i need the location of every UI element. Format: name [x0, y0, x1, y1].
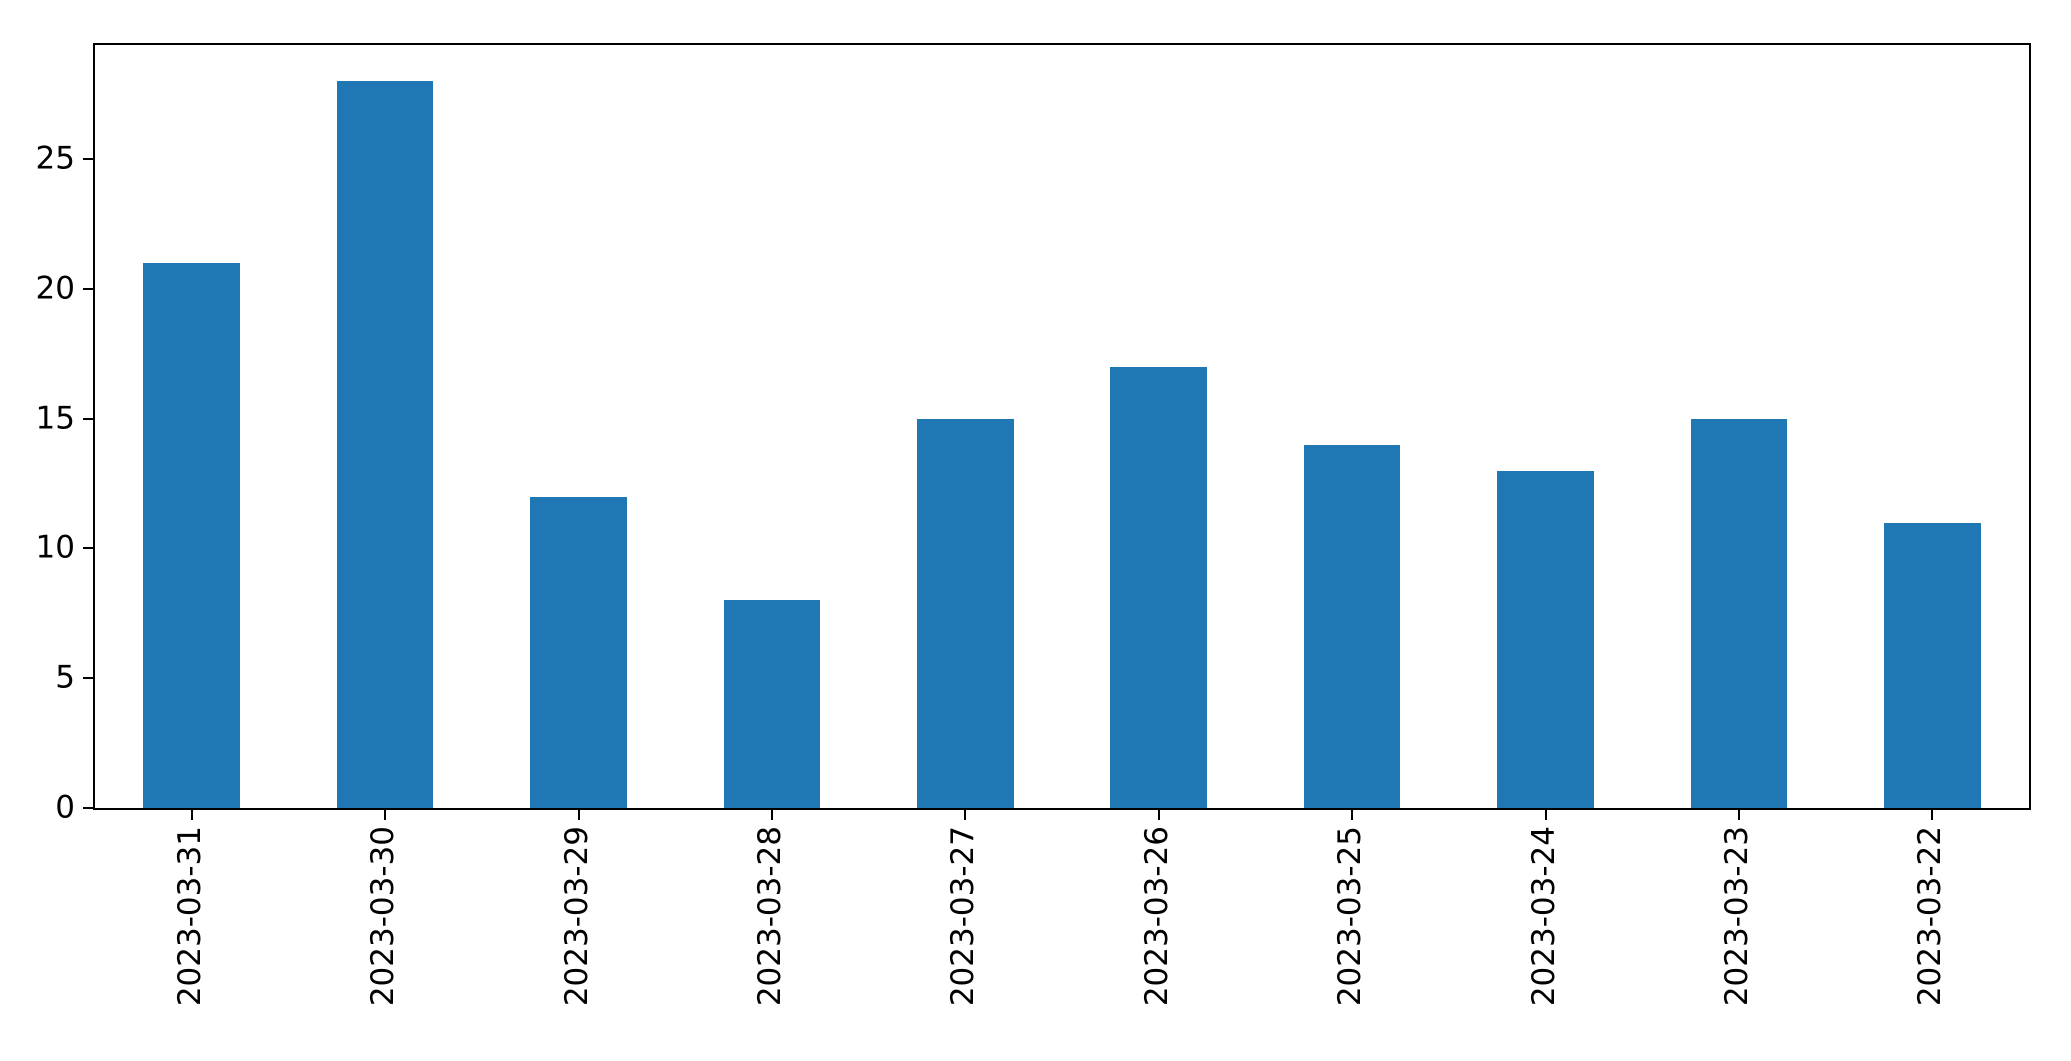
- y-tick-label: 10: [35, 529, 75, 566]
- y-tick-mark: [83, 417, 93, 420]
- x-tick-label: 2023-03-26: [1138, 826, 1175, 1007]
- x-tick-label: 2023-03-25: [1332, 826, 1369, 1007]
- bar: [336, 81, 434, 808]
- x-tick-label: 2023-03-28: [751, 826, 788, 1007]
- bar: [1690, 418, 1788, 808]
- y-tick-label: 25: [35, 140, 75, 177]
- x-tick-mark: [1157, 810, 1160, 820]
- plot-area: [93, 43, 2031, 810]
- x-tick-mark: [577, 810, 580, 820]
- x-tick-label: 2023-03-24: [1525, 826, 1562, 1007]
- y-tick-label: 15: [35, 400, 75, 437]
- x-tick-mark: [770, 810, 773, 820]
- x-tick-mark: [1931, 810, 1934, 820]
- x-tick-mark: [190, 810, 193, 820]
- bar: [1303, 444, 1401, 808]
- bar: [143, 263, 241, 808]
- bars-container: [95, 45, 2029, 808]
- y-tick-mark: [83, 547, 93, 550]
- y-tick-label: 0: [55, 789, 75, 826]
- x-tick-label: 2023-03-29: [558, 826, 595, 1007]
- x-tick-label: 2023-03-22: [1912, 826, 1949, 1007]
- x-tick-mark: [1544, 810, 1547, 820]
- y-tick-mark: [83, 807, 93, 809]
- x-tick-mark: [1351, 810, 1354, 820]
- y-tick-mark: [83, 158, 93, 161]
- x-tick-mark: [384, 810, 387, 820]
- x-tick-label: 2023-03-23: [1718, 826, 1755, 1007]
- bar: [1497, 470, 1594, 808]
- bar: [1110, 366, 1208, 808]
- y-tick-label: 20: [35, 270, 75, 307]
- bar: [1883, 522, 1981, 808]
- bar: [916, 418, 1014, 808]
- x-tick-mark: [964, 810, 967, 820]
- bar: [530, 496, 627, 808]
- y-tick-label: 5: [55, 659, 75, 696]
- x-tick-label: 2023-03-30: [365, 826, 402, 1007]
- bar: [723, 600, 821, 808]
- x-tick-label: 2023-03-31: [171, 826, 208, 1007]
- y-tick-mark: [83, 287, 93, 290]
- x-tick-mark: [1737, 810, 1740, 820]
- y-tick-mark: [83, 677, 93, 680]
- x-tick-label: 2023-03-27: [945, 826, 982, 1007]
